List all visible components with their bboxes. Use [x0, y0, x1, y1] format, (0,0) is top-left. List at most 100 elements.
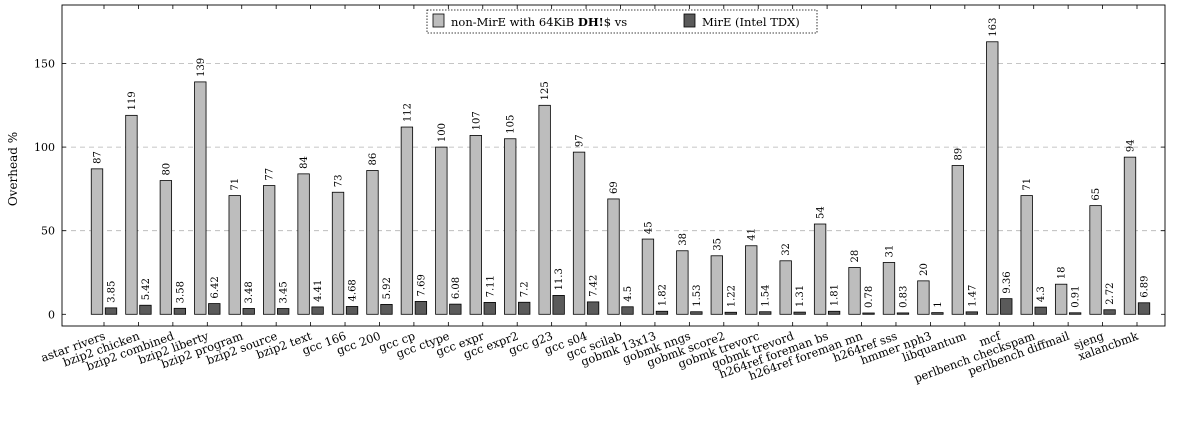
bar-label-non-mire-24: 20	[919, 263, 930, 276]
bar-label-non-mire-0: 87	[93, 151, 104, 164]
bar-mire-28	[1068, 312, 1082, 315]
bar-non-mire-17	[676, 250, 689, 315]
bar-mire-9	[414, 301, 428, 315]
y-tick-label-150: 150	[34, 58, 55, 71]
bar-label-non-mire-18: 35	[712, 238, 723, 251]
bar-mire-14	[586, 301, 600, 315]
bar-non-mire-30	[1123, 156, 1137, 315]
bar-non-mire-3	[194, 81, 207, 315]
bar-label-non-mire-28: 18	[1057, 266, 1068, 279]
bar-mire-16	[655, 310, 669, 315]
bar-label-mire-18: 1.22	[726, 285, 737, 307]
bar-mire-5	[277, 308, 290, 315]
bar-label-non-mire-22: 28	[850, 250, 861, 263]
bar-label-mire-30: 6.89	[1140, 276, 1151, 298]
bar-non-mire-28	[1054, 283, 1068, 315]
bar-label-mire-13: 11.3	[554, 268, 565, 290]
y-axis-label: Overhead %	[6, 132, 20, 206]
bar-label-mire-28: 0.91	[1071, 286, 1082, 308]
bar-label-mire-21: 1.81	[830, 284, 841, 306]
legend-box	[426, 9, 818, 34]
bar-label-non-mire-2: 80	[161, 163, 172, 176]
bar-label-mire-22: 0.78	[864, 286, 875, 308]
legend-swatch-series-1	[432, 13, 445, 28]
legend-label-series-1-bold: DH!	[578, 15, 604, 29]
bar-label-mire-27: 4.3	[1036, 286, 1047, 302]
bar-mire-19	[759, 311, 772, 315]
bar-label-mire-25: 1.47	[967, 285, 978, 307]
bar-mire-8	[380, 303, 393, 315]
bar-non-mire-13	[538, 104, 551, 315]
bar-non-mire-27	[1020, 195, 1033, 315]
bar-label-mire-2: 3.58	[175, 281, 186, 303]
bar-label-mire-17: 1.53	[692, 284, 703, 306]
bar-mire-1	[139, 304, 152, 315]
bar-label-mire-24: 1	[933, 301, 944, 307]
bar-label-non-mire-14: 97	[575, 134, 586, 147]
bar-non-mire-11	[469, 135, 482, 315]
bar-label-mire-20: 1.31	[795, 285, 806, 307]
bar-label-mire-10: 6.08	[451, 277, 462, 299]
legend-label-series-1-prefix: non-MirE with 64KiB	[451, 15, 578, 29]
bar-mire-15	[621, 306, 634, 315]
bar-label-non-mire-1: 119	[127, 91, 138, 110]
bar-non-mire-12	[504, 138, 517, 315]
bar-label-non-mire-20: 32	[781, 243, 792, 256]
bar-non-mire-29	[1089, 205, 1102, 315]
bar-mire-0	[104, 307, 118, 315]
bar-mire-4	[242, 308, 255, 315]
bar-label-mire-4: 3.48	[244, 281, 255, 303]
bar-label-mire-12: 7.2	[520, 281, 531, 297]
bar-label-non-mire-8: 86	[368, 153, 379, 166]
bar-mire-11	[483, 302, 496, 315]
bar-label-mire-29: 2.72	[1105, 282, 1116, 304]
bar-label-mire-16: 1.82	[657, 284, 668, 306]
bar-label-mire-1: 5.42	[141, 278, 152, 300]
bar-mire-23	[896, 312, 910, 315]
bar-mire-21	[827, 310, 841, 315]
bar-label-mire-23: 0.83	[898, 286, 909, 308]
bar-label-non-mire-11: 107	[471, 111, 482, 130]
bar-mire-24	[931, 312, 944, 315]
bar-non-mire-22	[848, 267, 861, 315]
bar-mire-13	[552, 295, 565, 315]
bar-non-mire-19	[745, 245, 758, 315]
bar-label-mire-6: 4.41	[313, 280, 324, 302]
bar-mire-29	[1103, 309, 1116, 315]
bar-non-mire-2	[159, 180, 173, 315]
bar-non-mire-23	[882, 262, 896, 315]
bar-mire-22	[862, 312, 875, 315]
bar-non-mire-26	[986, 41, 999, 315]
bar-label-non-mire-13: 125	[540, 81, 551, 100]
bar-mire-18	[724, 311, 737, 315]
bar-label-non-mire-3: 139	[196, 58, 207, 77]
bar-label-mire-8: 5.92	[382, 277, 393, 299]
bar-non-mire-16	[641, 238, 655, 315]
bar-mire-6	[311, 306, 324, 315]
bar-label-mire-5: 3.45	[279, 281, 290, 303]
bar-mire-30	[1137, 302, 1151, 315]
bar-label-mire-7: 4.68	[348, 279, 359, 301]
bar-mire-10	[449, 303, 462, 315]
bar-label-non-mire-26: 163	[988, 18, 999, 37]
bar-non-mire-14	[572, 151, 586, 315]
bar-label-mire-9: 7.69	[416, 274, 427, 296]
legend: non-MirE with 64KiB DH!$ vs MirE (Intel …	[426, 9, 818, 34]
bar-mire-12	[518, 301, 531, 315]
bar-label-non-mire-16: 45	[643, 221, 654, 234]
bar-label-non-mire-7: 73	[334, 175, 345, 188]
bar-label-non-mire-19: 41	[747, 228, 758, 241]
bar-mire-26	[1000, 298, 1013, 315]
bar-mire-2	[173, 307, 187, 315]
bar-non-mire-10	[435, 146, 448, 315]
bar-non-mire-21	[813, 223, 827, 315]
bar-label-mire-15: 4.5	[623, 286, 634, 302]
bar-label-non-mire-6: 84	[299, 156, 310, 169]
bar-label-non-mire-30: 94	[1126, 139, 1137, 152]
bar-label-non-mire-9: 112	[402, 103, 413, 122]
y-tick-label-50: 50	[41, 225, 55, 238]
bar-non-mire-9	[400, 126, 414, 315]
bar-non-mire-18	[710, 255, 723, 315]
bar-label-non-mire-10: 100	[437, 123, 448, 142]
